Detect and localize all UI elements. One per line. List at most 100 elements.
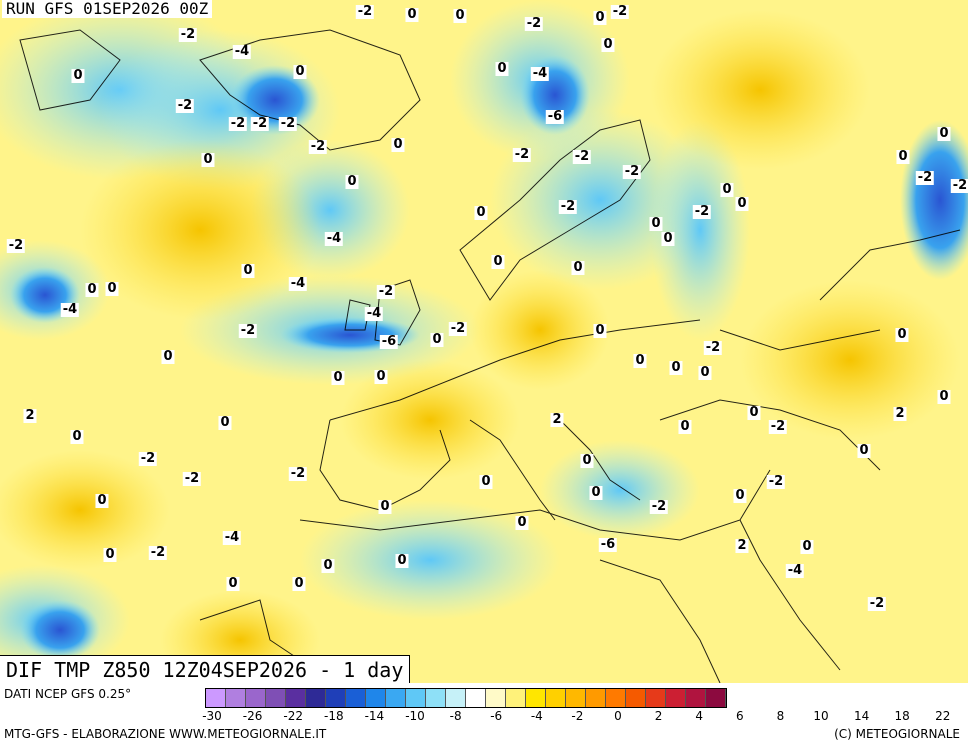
anomaly-value-label: -2 bbox=[376, 284, 396, 299]
anomaly-value-label: -2 bbox=[6, 238, 26, 253]
anomaly-value-label: 0 bbox=[201, 152, 215, 167]
anomaly-value-label: 0 bbox=[321, 558, 335, 573]
anomaly-value-label: 0 bbox=[95, 493, 109, 508]
anomaly-value-label: 0 bbox=[395, 553, 409, 568]
color-swatch bbox=[306, 689, 326, 707]
anomaly-value-label: 0 bbox=[105, 281, 119, 296]
anomaly-value-label: -4 bbox=[222, 530, 242, 545]
anomaly-value-label: -2 bbox=[950, 178, 968, 193]
anomaly-value-label: 0 bbox=[70, 429, 84, 444]
scale-tick-label: 22 bbox=[935, 709, 951, 723]
anomaly-value-label: -2 bbox=[610, 4, 630, 19]
legend: DATI NCEP GFS 0.25° -30 -26 -22 -18 -14 -10 -8… bbox=[0, 683, 968, 745]
anomaly-value-label: -4 bbox=[785, 563, 805, 578]
scale-tick-label: -14 bbox=[364, 709, 385, 723]
anomaly-value-label: 0 bbox=[479, 474, 493, 489]
anomaly-value-label: 0 bbox=[601, 37, 615, 52]
color-swatch bbox=[266, 689, 286, 707]
anomaly-value-label: 0 bbox=[633, 353, 647, 368]
anomaly-value-label: 2 bbox=[735, 538, 749, 553]
color-swatch bbox=[706, 689, 726, 707]
anomaly-value-label: -4 bbox=[324, 231, 344, 246]
anomaly-value-label: 0 bbox=[937, 389, 951, 404]
scale-tick-label: 0 bbox=[614, 709, 622, 723]
color-swatch bbox=[286, 689, 306, 707]
anomaly-value-label: -4 bbox=[288, 276, 308, 291]
color-swatch bbox=[326, 689, 346, 707]
anomaly-value-label: 0 bbox=[747, 405, 761, 420]
anomaly-value-label: 0 bbox=[895, 327, 909, 342]
color-swatch bbox=[646, 689, 666, 707]
color-swatch bbox=[406, 689, 426, 707]
scale-tick-label: -26 bbox=[242, 709, 263, 723]
anomaly-value-label: 0 bbox=[661, 231, 675, 246]
anomaly-value-label: 0 bbox=[937, 126, 951, 141]
anomaly-value-label: 0 bbox=[85, 282, 99, 297]
color-swatch bbox=[246, 689, 266, 707]
anomaly-value-label: 0 bbox=[669, 360, 683, 375]
weather-map: RUN GFS 01SEP2026 00Z -2 0 -2 0 0 -2 -4 0 -2 0 0 -2… bbox=[0, 0, 968, 683]
anomaly-value-label: -6 bbox=[545, 109, 565, 124]
anomaly-value-label: -6 bbox=[598, 537, 618, 552]
scale-tick-label: -2 bbox=[571, 709, 584, 723]
anomaly-value-label: -4 bbox=[232, 44, 252, 59]
anomaly-value-label: 0 bbox=[405, 7, 419, 22]
anomaly-value-label: 0 bbox=[430, 332, 444, 347]
color-swatch bbox=[566, 689, 586, 707]
color-swatch bbox=[666, 689, 686, 707]
scale-tick-label: -4 bbox=[530, 709, 543, 723]
anomaly-value-label: -6 bbox=[379, 334, 399, 349]
color-swatch bbox=[206, 689, 226, 707]
anomaly-value-label: 0 bbox=[226, 576, 240, 591]
anomaly-value-label: 0 bbox=[345, 174, 359, 189]
color-swatch bbox=[506, 689, 526, 707]
anomaly-value-label: -2 bbox=[524, 16, 544, 31]
anomaly-value-label: 0 bbox=[857, 443, 871, 458]
anomaly-value-label: -4 bbox=[530, 66, 550, 81]
anomaly-value-label: 0 bbox=[293, 64, 307, 79]
anomaly-value-label: 0 bbox=[292, 576, 306, 591]
color-swatch bbox=[446, 689, 466, 707]
color-swatch bbox=[366, 689, 386, 707]
anomaly-value-label: 0 bbox=[678, 419, 692, 434]
anomaly-value-label: -2 bbox=[250, 116, 270, 131]
anomaly-value-label: 0 bbox=[495, 61, 509, 76]
anomaly-value-label: 0 bbox=[698, 365, 712, 380]
scale-tick-label: -6 bbox=[490, 709, 503, 723]
scale-tick-label: 4 bbox=[695, 709, 704, 723]
scale-tick-label: -18 bbox=[323, 709, 344, 723]
anomaly-value-label: -2 bbox=[308, 139, 328, 154]
color-swatch bbox=[586, 689, 606, 707]
credit-right: (C) METEOGIORNALE bbox=[834, 727, 960, 741]
color-swatch bbox=[486, 689, 506, 707]
anomaly-value-label: 0 bbox=[589, 485, 603, 500]
scale-tick-label: -8 bbox=[449, 709, 462, 723]
anomaly-value-label: 0 bbox=[391, 137, 405, 152]
scale-tick-label: -30 bbox=[202, 709, 222, 723]
anomaly-value-label: -4 bbox=[364, 306, 384, 321]
anomaly-value-label: -2 bbox=[238, 323, 258, 338]
scale-tick-label: 10 bbox=[813, 709, 829, 723]
anomaly-value-label: -2 bbox=[355, 4, 375, 19]
scale-tick-label: -10 bbox=[405, 709, 425, 723]
anomaly-value-label: -2 bbox=[178, 27, 198, 42]
color-swatch bbox=[226, 689, 246, 707]
anomaly-value-label: -2 bbox=[448, 321, 468, 336]
anomaly-value-label: -2 bbox=[138, 451, 158, 466]
scale-tick-label: -22 bbox=[283, 709, 303, 723]
anomaly-value-label: 0 bbox=[733, 488, 747, 503]
anomaly-value-label: 0 bbox=[103, 547, 117, 562]
anomaly-value-label: 0 bbox=[649, 216, 663, 231]
anomaly-value-label: 0 bbox=[71, 68, 85, 83]
anomaly-value-label: 0 bbox=[571, 260, 585, 275]
anomaly-value-label: 0 bbox=[491, 254, 505, 269]
anomaly-value-label: 2 bbox=[893, 406, 907, 421]
anomaly-value-label: 0 bbox=[735, 196, 749, 211]
color-swatch bbox=[686, 689, 706, 707]
anomaly-value-label: -2 bbox=[766, 474, 786, 489]
anomaly-value-label: 0 bbox=[378, 499, 392, 514]
anomaly-value-label: -2 bbox=[175, 98, 195, 113]
anomaly-value-label: 0 bbox=[331, 370, 345, 385]
anomaly-value-label: -2 bbox=[692, 204, 712, 219]
color-swatch bbox=[546, 689, 566, 707]
